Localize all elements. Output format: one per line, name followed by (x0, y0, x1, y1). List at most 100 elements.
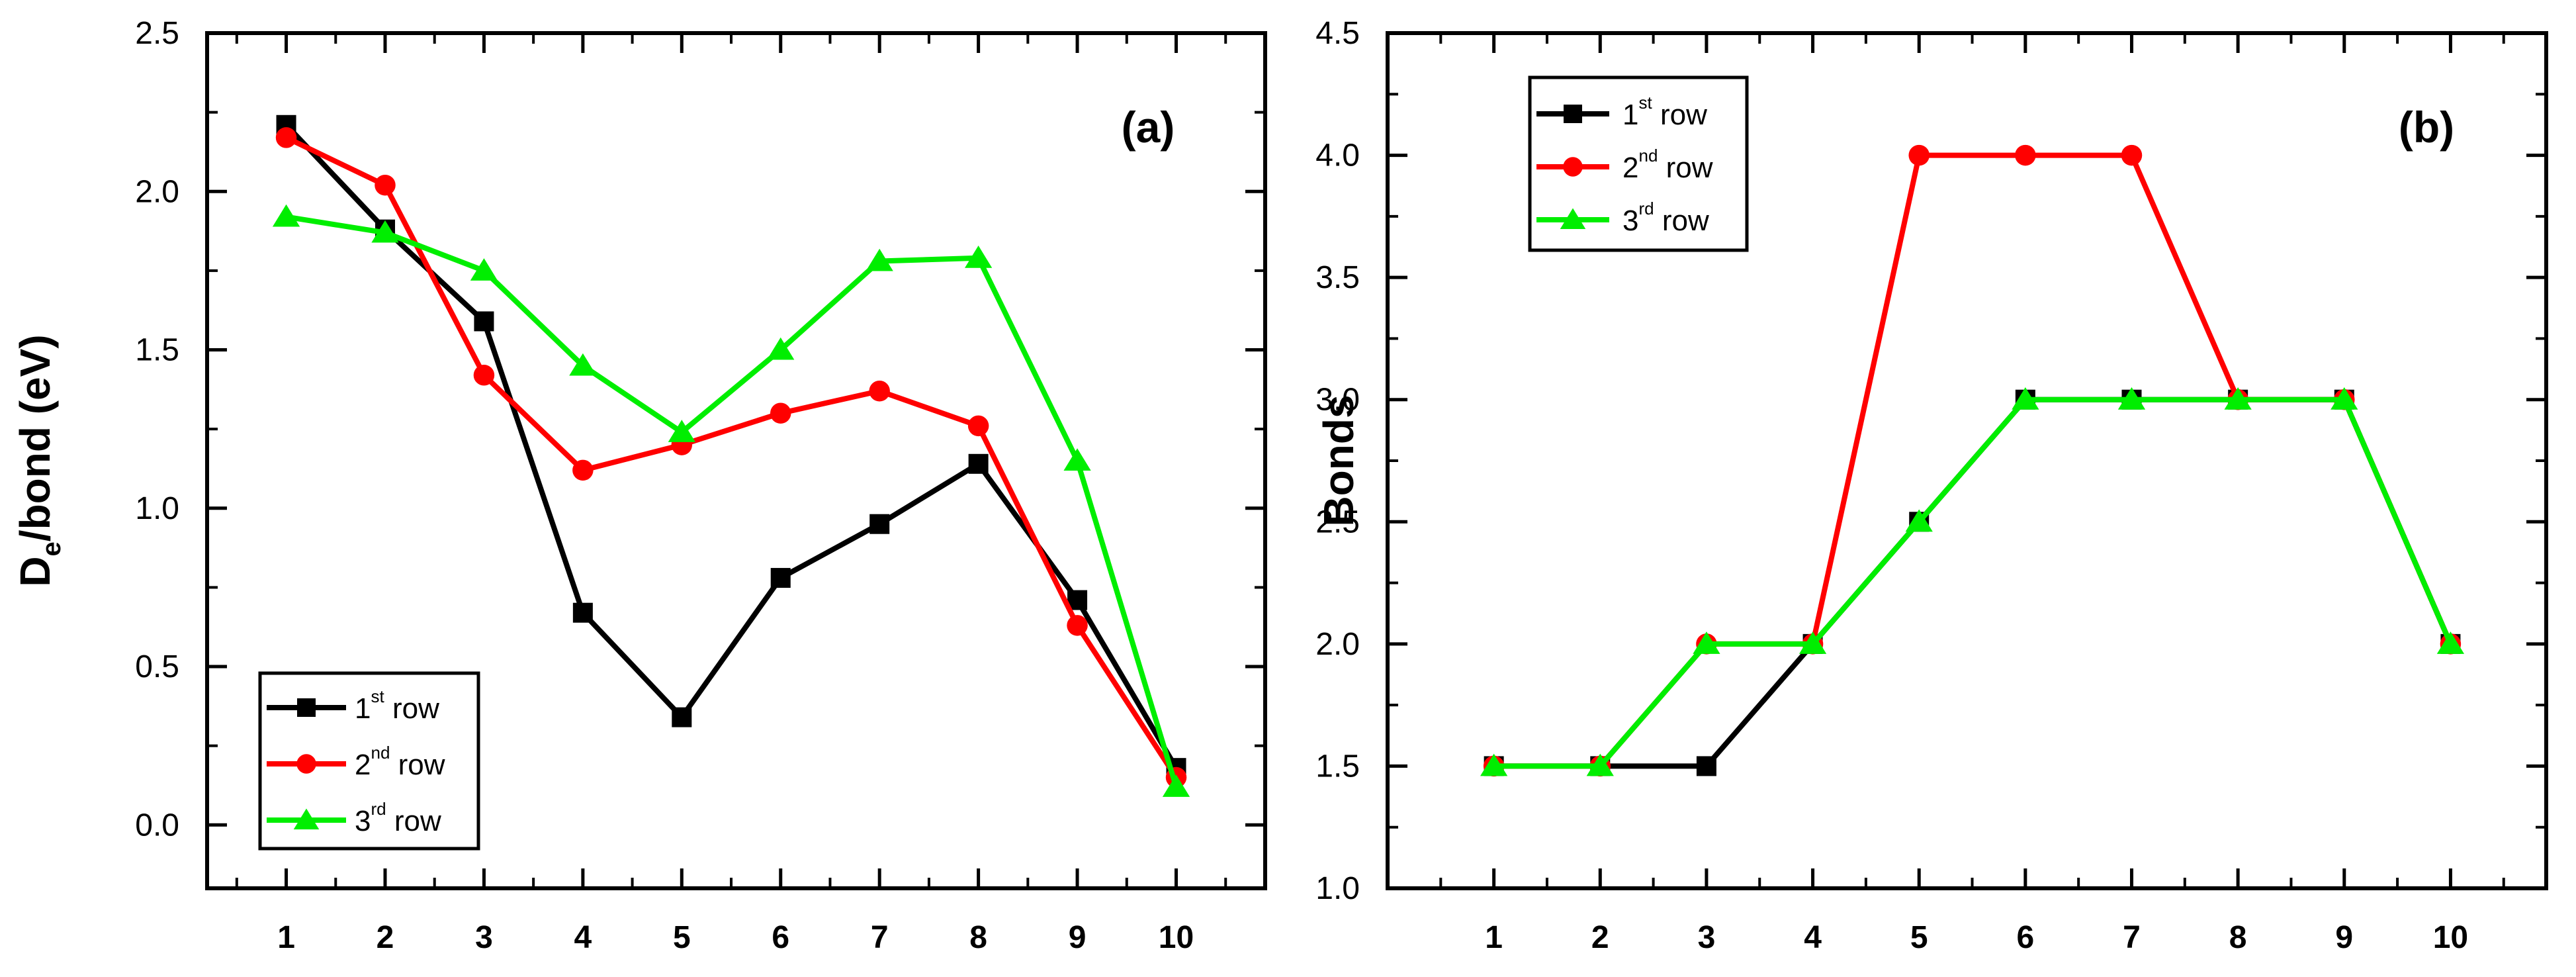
marker-square (1564, 105, 1582, 123)
series-line (1493, 396, 2454, 769)
marker-circle (967, 415, 989, 437)
marker-triangle (293, 808, 320, 829)
legend-label-superscript: nd (371, 743, 390, 763)
marker-triangle (569, 353, 597, 376)
legend-label-main: 2 (1622, 152, 1638, 184)
series-1 (1484, 389, 2461, 776)
marker-triangle (371, 220, 399, 243)
y-tick-label: 3.0 (1315, 383, 1360, 418)
legend-label-main: 1 (1622, 99, 1638, 131)
x-tick-label: 2 (377, 920, 394, 955)
marker-triangle (668, 420, 695, 442)
legend-label-superscript: st (371, 686, 384, 706)
x-tick-label: 2 (1591, 920, 1609, 955)
x-tick-label: 6 (772, 920, 789, 955)
marker-circle (473, 365, 495, 386)
y-tick-label: 1.5 (135, 333, 179, 368)
legend-label: 2nd row (355, 743, 445, 781)
marker-triangle (2012, 387, 2039, 410)
series-line (285, 214, 1179, 788)
y-tick-label: 1.5 (1315, 749, 1360, 784)
y-tick-label: 0.0 (135, 808, 179, 843)
marker-square (297, 698, 316, 717)
legend-entry: 2nd row (267, 743, 445, 781)
x-tick-label: 7 (2123, 920, 2141, 955)
chart-panel-a: 0.0 0.5 1.0 1.5 2.0 2.5 1 2 3 4 5 6 7 8 9 10 De/bond (eV… (11, 16, 1267, 955)
y-tick-label: 1.0 (135, 491, 179, 526)
legend-label-superscript: rd (1638, 199, 1654, 218)
marker-triangle (1162, 774, 1190, 797)
legend-label-main: 2 (355, 749, 371, 781)
x-tick-label: 1 (277, 920, 295, 955)
legend-label-rest: row (384, 692, 439, 725)
marker-circle (1563, 157, 1583, 177)
x-tick-label: 9 (1069, 920, 1087, 955)
legend-label-rest: row (390, 749, 445, 781)
legend-label-superscript: st (1638, 93, 1652, 113)
x-tick-label: 5 (673, 920, 691, 955)
legend-label-main: 1 (355, 692, 371, 725)
marker-triangle (1480, 753, 1508, 776)
y-tick-label: 2.5 (1315, 504, 1360, 539)
x-tick-label: 8 (2229, 920, 2247, 955)
legend-label-rest: row (386, 805, 441, 837)
marker-circle (375, 174, 396, 196)
marker-triangle (866, 248, 893, 271)
x-tick-label: 7 (871, 920, 889, 955)
x-tick-label: 5 (1910, 920, 1928, 955)
legend: 1st row 2nd row 3rd row (1528, 75, 1749, 252)
series-line (285, 135, 1178, 779)
marker-circle (1067, 615, 1088, 636)
marker-square (1696, 756, 1716, 776)
marker-triangle (767, 337, 795, 360)
y-tick-label: 3.5 (1315, 260, 1360, 295)
legend-label: 3rd row (1622, 199, 1709, 237)
marker-triangle (2436, 631, 2465, 654)
marker-triangle (1560, 208, 1586, 229)
y-axis-label: De/bond (eV) (11, 334, 66, 586)
x-tick-label: 10 (1159, 920, 1194, 955)
plot-frame (205, 31, 1267, 890)
marker-triangle (272, 204, 300, 227)
marker-square (869, 514, 890, 534)
y-tick-label: 1.0 (1315, 871, 1360, 906)
marker-triangle (1693, 631, 1720, 654)
legend-label-superscript: nd (1638, 146, 1658, 165)
y-axis-label: Bonds (1315, 395, 1362, 526)
marker-triangle (1586, 753, 1614, 776)
marker-square (770, 568, 791, 588)
y-axis-label-main: D (11, 556, 59, 586)
legend-entry: 1st row (1536, 93, 1707, 131)
legend-entry: 2nd row (1536, 146, 1713, 184)
x-tick-label: 4 (1804, 920, 1822, 955)
legend-label-main: 3 (355, 805, 371, 837)
series-line (1493, 396, 2454, 769)
marker-circle (869, 380, 890, 402)
legend-label: 1st row (355, 686, 439, 725)
marker-circle (296, 754, 316, 774)
series-3 (1480, 387, 2465, 776)
marker-triangle (965, 245, 993, 268)
marker-circle (2121, 144, 2143, 166)
marker-square (474, 311, 494, 332)
x-tick-label: 1 (1485, 920, 1503, 955)
marker-square (968, 453, 989, 474)
y-tick-label: 2.0 (135, 174, 179, 209)
chart-panel-b: 1.0 1.5 2.0 2.5 3.0 3.5 4.0 4.5 1 2 3 4 5 6 7 8 9 10 Bonds… (1315, 16, 2548, 955)
marker-square (572, 602, 593, 623)
panel-label: (b) (2399, 103, 2454, 152)
marker-circle (2015, 144, 2036, 166)
y-axis-label-rest: /bond (eV) (11, 334, 59, 541)
panel-label: (a) (1122, 103, 1175, 152)
legend-label-main: 3 (1622, 205, 1638, 237)
y-axis-label-main: Bonds (1315, 395, 1362, 526)
x-tick-label: 10 (2433, 920, 2468, 955)
marker-square (672, 707, 692, 727)
marker-triangle (2224, 387, 2252, 410)
x-tick-label: 6 (2017, 920, 2035, 955)
x-tick-label: 9 (2335, 920, 2353, 955)
y-tick-label: 2.5 (135, 16, 179, 51)
